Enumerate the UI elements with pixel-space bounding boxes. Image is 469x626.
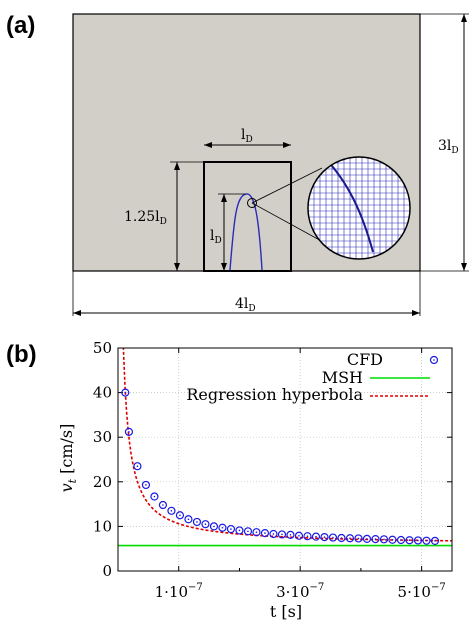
legend-msh-label: MSH — [322, 368, 363, 387]
y-tick-label: 30 — [93, 428, 112, 446]
dimension-box-width: lD — [204, 127, 291, 148]
zoom-line-upper — [251, 167, 323, 204]
zoom-origin-circle — [247, 198, 257, 208]
cfd-point — [192, 517, 202, 527]
cfd-point — [243, 527, 253, 536]
svg-text:lD: lD — [241, 127, 253, 145]
cfd-point — [260, 528, 270, 538]
cfd-point — [252, 528, 261, 537]
y-axis-title: vt [cm/s] — [57, 424, 79, 493]
cfd-point — [184, 515, 193, 524]
cfd-point — [175, 511, 185, 520]
chart-grid — [118, 348, 452, 571]
y-tick-label: 40 — [93, 384, 112, 402]
panel-b-label: (b) — [6, 341, 37, 368]
cfd-point — [121, 388, 130, 397]
legend-cfd-label: CFD — [347, 350, 383, 369]
cfd-point — [405, 536, 414, 545]
svg-text:3lD: 3lD — [438, 138, 459, 156]
dim-width-sub: D — [245, 135, 252, 145]
dim-width-base: l — [241, 127, 246, 143]
dim-inner-sub: D — [214, 236, 221, 246]
zoom-line-lower — [251, 202, 326, 244]
dim-height-prefix: 1.25l — [124, 209, 160, 225]
svg-text:1.25lD: 1.25lD — [124, 209, 167, 227]
cfd-point — [235, 526, 244, 535]
cfd-point — [422, 536, 431, 545]
cfd-point — [294, 531, 304, 540]
cfd-point — [337, 533, 346, 543]
cfd-point — [226, 524, 236, 534]
mesh-zoom — [307, 156, 411, 260]
cfd-point — [201, 520, 210, 529]
cfd-point — [133, 462, 142, 471]
cfd-point — [328, 533, 338, 542]
svg-text:lD: lD — [210, 228, 222, 246]
dimension-domain-height: 3lD — [420, 13, 469, 272]
cfd-point — [277, 530, 287, 539]
cfd-point — [430, 536, 440, 545]
cfd-point — [209, 522, 219, 531]
series-regression-line — [122, 348, 452, 542]
cfd-point — [150, 492, 159, 501]
cfd-point — [413, 536, 423, 545]
plot-frame — [117, 347, 453, 572]
dimension-inner: lD — [210, 193, 246, 271]
chart-legend: CFD MSH Regression hyperbola — [186, 350, 439, 404]
x-tick-label: 1·10−7 — [155, 582, 203, 601]
x-axis-title: t [s] — [270, 602, 302, 621]
series-cfd-points — [121, 388, 440, 545]
cfd-point — [303, 532, 312, 541]
panel-a: (a) lD 1.25lD — [6, 12, 469, 316]
cfd-point — [320, 533, 329, 542]
legend-regression-label: Regression hyperbola — [186, 385, 363, 404]
cfd-point — [371, 535, 380, 544]
dim-inner-base: l — [210, 228, 215, 244]
cfd-point — [167, 506, 176, 515]
legend-cfd-marker — [429, 355, 439, 365]
cfd-point — [218, 523, 227, 532]
dimension-domain-width: 4lD — [72, 271, 421, 316]
refinement-box — [203, 161, 292, 272]
cfd-point — [141, 480, 151, 490]
y-tick-label: 0 — [102, 562, 112, 580]
panel-b: (b) 0 10 20 30 40 50 1·10−7 3·10−7 5·10−7 vt [cm… — [6, 339, 453, 621]
cfd-point — [354, 534, 363, 543]
cfd-point — [124, 427, 134, 436]
cfd-point — [286, 530, 295, 539]
svg-text:4lD: 4lD — [235, 296, 256, 314]
y-tick-label: 20 — [93, 473, 112, 491]
cfd-point — [269, 529, 278, 539]
panel-a-label: (a) — [6, 12, 35, 39]
y-tick-label: 50 — [93, 339, 112, 357]
x-tick-label: 3·10−7 — [276, 582, 324, 601]
cfd-point — [388, 535, 397, 544]
cfd-point — [362, 534, 372, 543]
dim-height-sub: D — [160, 217, 167, 227]
cfd-point — [158, 500, 168, 510]
dim-right-sub: D — [451, 146, 458, 156]
dim-right-prefix: 3l — [438, 138, 452, 154]
dimension-box-height: 1.25lD — [124, 161, 204, 271]
dim-bottom-sub: D — [248, 304, 255, 314]
dim-bottom-prefix: 4l — [235, 296, 249, 312]
cfd-point — [345, 534, 355, 543]
cfd-point — [379, 535, 389, 544]
cfd-point — [396, 535, 406, 545]
y-tick-label: 10 — [93, 517, 112, 535]
cfd-point — [311, 532, 321, 541]
x-tick-label: 5·10−7 — [398, 582, 446, 601]
